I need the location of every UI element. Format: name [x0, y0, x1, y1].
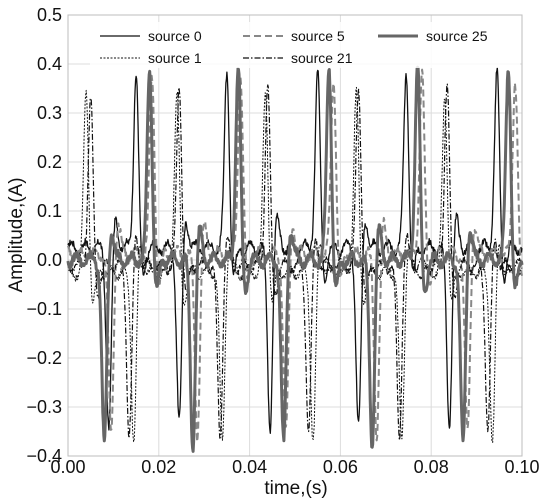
y-tick-label: 0.0	[37, 250, 62, 270]
x-tick-label: 0.02	[141, 457, 176, 477]
x-tick-label: 0.04	[232, 457, 267, 477]
legend-label: source 25	[426, 28, 488, 44]
legend-label: source 5	[291, 28, 345, 44]
tick-layer: 0.00 0.02 0.04 0.06 0.08 0.10 −0.4 −0.3 −0.2 −0.1…	[26, 5, 539, 477]
y-tick-label: −0.3	[26, 397, 62, 417]
x-tick-label: 0.06	[323, 457, 358, 477]
legend-background	[90, 22, 520, 68]
legend-label: source 21	[291, 50, 353, 66]
y-tick-label: 0.1	[37, 201, 62, 221]
y-tick-label: 0.4	[37, 54, 62, 74]
y-axis-title: Amplitude,(A)	[6, 177, 27, 292]
y-tick-label: 0.2	[37, 152, 62, 172]
x-axis-title: time,(s)	[264, 478, 327, 499]
y-tick-label: −0.1	[26, 299, 62, 319]
y-tick-label: −0.2	[26, 348, 62, 368]
legend: source 0 source 1 source 5 source 21 source …	[90, 22, 520, 68]
plot-area	[67, 14, 523, 457]
legend-label: source 1	[148, 50, 202, 66]
y-tick-label: −0.4	[26, 446, 62, 466]
x-tick-label: 0.08	[414, 457, 449, 477]
y-tick-label: 0.3	[37, 103, 62, 123]
x-tick-label: 0.00	[50, 457, 85, 477]
legend-label: source 0	[148, 28, 202, 44]
series-line-source-25	[66, 65, 524, 453]
series-line-source-21	[67, 83, 523, 441]
series-layer	[66, 65, 524, 453]
x-tick-label: 0.10	[504, 457, 539, 477]
plot-frame	[67, 14, 523, 457]
y-tick-label: 0.5	[37, 5, 62, 25]
